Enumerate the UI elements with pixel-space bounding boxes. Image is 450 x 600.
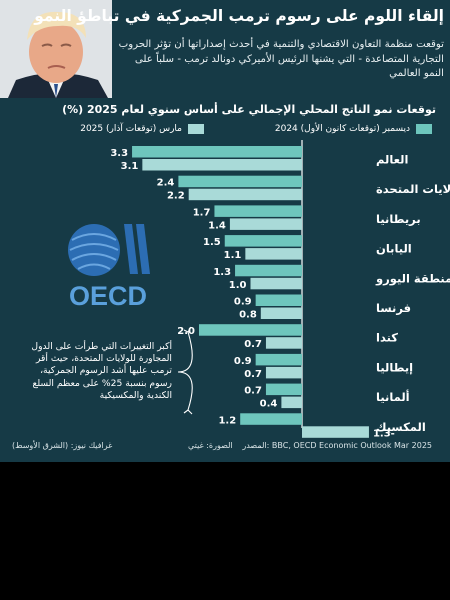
value-label-march-2: 1.4	[208, 220, 226, 231]
bar-december-8	[265, 383, 302, 396]
bar-march-0	[142, 159, 302, 171]
annotation-bracket	[177, 331, 193, 411]
value-label-december-3: 1.5	[203, 237, 221, 248]
value-label-march-5: 0.8	[239, 310, 257, 321]
value-label-march-1: 2.2	[167, 191, 185, 202]
oecd-logo: OECD	[68, 224, 150, 308]
category-label-1: الولايات المتحدة	[376, 182, 450, 197]
value-label-march-7: 0.7	[244, 369, 262, 380]
headline: إلقاء اللوم على رسوم ترمب الجمركية في تب…	[34, 7, 444, 25]
bar-chart: 3.3 3.1 العالم 2.4 2.2 الولايات المتحدة 1.7 1.4…	[110, 140, 450, 439]
value-label-december-2: 1.7	[193, 207, 211, 218]
footer-graphics: غرافيك نيوز: (الشرق الأوسط)	[12, 441, 113, 450]
category-label-6: كندا	[376, 331, 398, 345]
chart-title: توقعات نمو الناتج المحلي الإجمالي على أس…	[62, 103, 436, 116]
category-label-3: اليابان	[376, 242, 412, 256]
value-label-march-4: 1.0	[229, 280, 247, 291]
legend-label-march: مارس (توقعات آذار) 2025	[80, 124, 182, 134]
value-label-march-0: 3.1	[121, 161, 139, 172]
bar-march-9	[302, 426, 369, 438]
value-label-december-0: 3.3	[110, 148, 128, 159]
value-label-december-7: 0.9	[234, 356, 252, 367]
value-label-march-8: 0.4	[260, 399, 278, 410]
annotation-note: أكبر التغييرات التي طرأت على الدول المجا…	[31, 341, 172, 401]
value-label-december-4: 1.3	[213, 267, 231, 278]
category-label-4: منطقة اليورو	[375, 271, 450, 286]
value-label-december-8: 0.7	[244, 386, 262, 397]
value-label-december-6: 2.0	[177, 326, 195, 337]
value-label-march-9: 1.3-	[373, 428, 395, 439]
bar-december-3	[224, 235, 302, 247]
bar-december-4	[235, 264, 302, 277]
category-label-7: إيطاليا	[376, 360, 413, 374]
annotation-arrow-top	[183, 326, 192, 333]
bar-december-9	[240, 413, 302, 425]
annotation-arrow-bottom	[183, 409, 193, 415]
bar-december-0	[132, 146, 302, 158]
trump-photo	[0, 0, 112, 98]
infographic-card: إلقاء اللوم على رسوم ترمب الجمركية في تب…	[0, 0, 450, 462]
bar-march-7	[265, 366, 302, 379]
bar-march-6	[265, 337, 302, 349]
bar-december-2	[214, 205, 302, 217]
footer-source: المصدر: BBC, OECD Economic Outlook Mar 2…	[242, 441, 432, 450]
category-label-2: بريطانيا	[376, 212, 421, 226]
category-label-5: فرنسا	[376, 301, 411, 315]
bar-december-5	[255, 294, 302, 306]
bar-december-6	[199, 324, 302, 336]
bar-march-1	[188, 188, 302, 201]
value-label-march-3: 1.1	[224, 250, 242, 261]
category-label-8: ألمانيا	[376, 389, 410, 404]
value-label-december-9: 1.2	[218, 415, 236, 426]
oecd-logo-text: OECD	[69, 281, 147, 308]
bar-march-8	[281, 396, 302, 409]
category-label-0: العالم	[376, 153, 408, 167]
value-label-december-5: 0.9	[234, 297, 252, 308]
bar-march-2	[229, 218, 302, 230]
legend-label-december: ديسمبر (توقعات كانون الأول) 2024	[274, 124, 410, 134]
value-label-march-6: 0.7	[244, 339, 262, 350]
legend-swatch-march	[188, 124, 204, 134]
bar-march-5	[260, 307, 302, 319]
bar-march-3	[245, 248, 302, 260]
legend-swatch-december	[416, 124, 432, 134]
subheadline: توقعت منظمة التعاون الاقتصادي والتنمية ف…	[118, 39, 444, 79]
bar-march-4	[250, 277, 302, 290]
bar-december-7	[255, 353, 302, 366]
bar-december-1	[178, 175, 302, 188]
value-label-december-1: 2.4	[157, 178, 175, 189]
footer-photo-credit: الصورة: غيتي	[188, 441, 233, 450]
category-label-9: المكسيك	[376, 420, 426, 434]
